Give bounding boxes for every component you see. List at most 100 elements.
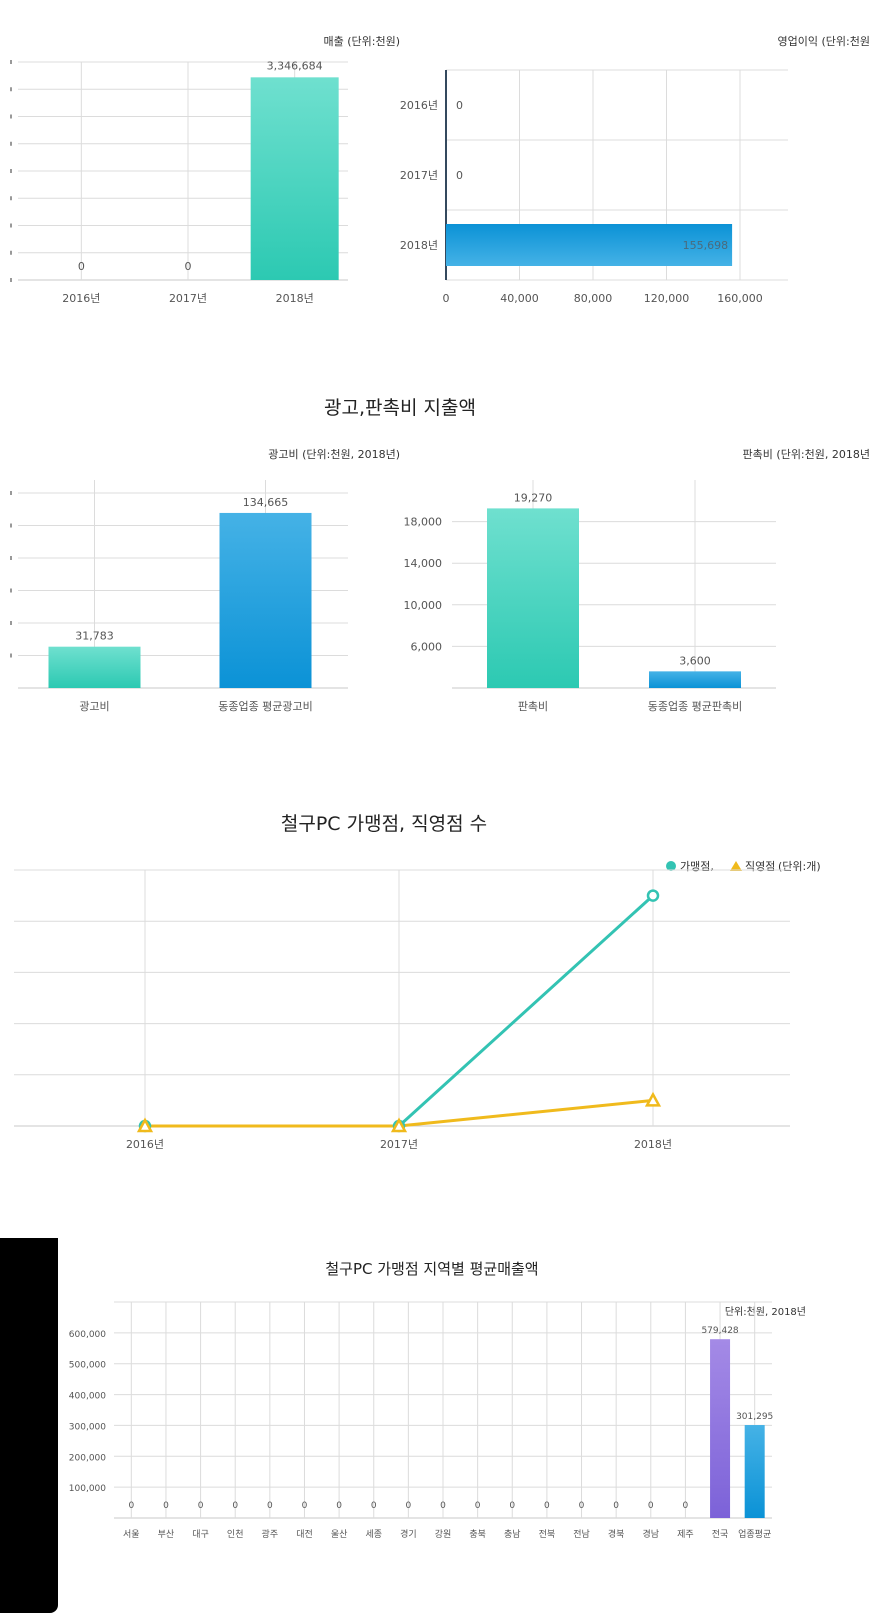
legend-franchise-label: 가맹점,	[680, 860, 714, 873]
legend-unit-label: (단위:개)	[778, 860, 821, 873]
promo-cost-ytick-label: 6,000	[411, 640, 443, 653]
section-title-store-count: 철구PC 가맹점, 직영점 수	[281, 813, 487, 835]
regional-value-label: 0	[371, 1501, 377, 1511]
regional-xtick-label: 대구	[192, 1529, 209, 1540]
promo-cost-bar	[649, 671, 741, 688]
regional-value-label: 0	[406, 1501, 412, 1511]
store-count-xtick-label: 2016년	[126, 1138, 164, 1151]
direct-point	[136, 1117, 154, 1133]
regional-ytick-label: 300,000	[69, 1422, 106, 1432]
chart-title-operating-profit: 영업이익 (단위:천원	[778, 34, 870, 48]
sales-xtick-label: 2017년	[169, 292, 207, 305]
regional-value-label: 0	[475, 1501, 481, 1511]
regional-value-label: 0	[302, 1501, 308, 1511]
regional-value-label: 0	[440, 1501, 446, 1511]
op-profit-xtick-label: 160,000	[717, 292, 763, 305]
regional-xtick-label: 전국	[712, 1529, 729, 1540]
op-profit-value-label: 0	[456, 99, 463, 112]
direct-point	[390, 1117, 408, 1133]
sales-ytick-mark	[10, 114, 12, 119]
promo-cost-value-label: 3,600	[679, 654, 711, 667]
regional-value-label: 579,428	[701, 1326, 738, 1336]
op-profit-ytick-label: 2018년	[400, 239, 438, 252]
legend-direct-label: 직영점	[745, 860, 775, 873]
ad-cost-ytick-mark	[10, 588, 12, 593]
regional-value-label: 0	[613, 1501, 619, 1511]
regional-xtick-label: 경북	[608, 1528, 625, 1540]
regional-xtick-label: 전남	[573, 1529, 590, 1540]
regional-value-label: 0	[544, 1501, 550, 1511]
regional-xtick-label: 충북	[469, 1529, 486, 1540]
legend-direct-marker	[730, 861, 742, 871]
regional-ytick-label: 100,000	[69, 1484, 106, 1494]
regional-ytick-label: 500,000	[69, 1361, 106, 1371]
regional-xtick-label: 충남	[504, 1529, 521, 1540]
regional-bar	[710, 1339, 731, 1518]
sales-ytick-mark	[10, 169, 12, 173]
ad-cost-value-label: 31,783	[75, 630, 114, 643]
store-count-xtick-label: 2017년	[380, 1138, 418, 1151]
sales-ytick-mark	[10, 141, 12, 146]
regional-value-label: 0	[648, 1501, 654, 1511]
promo-cost-xtick-label: 동종업종 평균판촉비	[648, 700, 743, 713]
sales-ytick-mark	[10, 87, 12, 92]
chart-unit-regional-sales: 단위:천원, 2018년	[725, 1305, 806, 1318]
regional-value-label: 0	[232, 1501, 238, 1511]
section-title-ad-spend: 광고,판촉비 지출액	[324, 397, 476, 419]
regional-xtick-label: 강원	[435, 1529, 452, 1540]
sales-ytick-mark	[10, 223, 12, 228]
regional-xtick-label: 대전	[296, 1529, 313, 1540]
legend-franchise-marker	[666, 861, 676, 871]
sales-value-label: 3,346,684	[267, 59, 323, 72]
ad-cost-bar	[48, 646, 141, 688]
sales-ytick-mark	[10, 60, 12, 64]
regional-value-label: 301,295	[736, 1412, 773, 1422]
sales-value-label: 0	[78, 260, 85, 273]
ad-cost-ytick-mark	[10, 556, 12, 560]
franchise-point	[646, 889, 660, 902]
op-profit-value-label: 155,698	[683, 239, 729, 252]
regional-value-label: 0	[198, 1501, 204, 1511]
regional-value-label: 0	[509, 1501, 515, 1511]
ad-cost-xtick-label: 광고비	[79, 700, 109, 713]
regional-xtick-label: 경기	[400, 1528, 417, 1540]
ad-cost-ytick-mark	[10, 653, 12, 658]
regional-value-label: 0	[163, 1501, 169, 1511]
chart-title-regional-sales: 철구PC 가맹점 지역별 평균매출액	[325, 1260, 538, 1278]
sales-bar	[250, 77, 339, 280]
sales-xtick-label: 2018년	[276, 292, 314, 305]
promo-cost-ytick-label: 10,000	[404, 599, 443, 612]
chart-title-ad-cost: 광고비 (단위:천원, 2018년)	[268, 447, 400, 461]
line-chart-legend: 가맹점, 직영점 (단위:개)	[666, 860, 821, 873]
ad-cost-value-label: 134,665	[243, 496, 289, 509]
store-count-xtick-label: 2018년	[634, 1138, 672, 1151]
regional-xtick-label: 광주	[262, 1528, 279, 1540]
promo-cost-ytick-label: 18,000	[404, 516, 443, 529]
direct-point	[644, 1091, 662, 1107]
regional-ytick-label: 400,000	[69, 1392, 106, 1402]
regional-xtick-label: 세종	[365, 1529, 382, 1540]
regional-bar	[744, 1425, 765, 1518]
regional-xtick-label: 서울	[123, 1529, 140, 1540]
regional-value-label: 0	[267, 1501, 273, 1511]
op-profit-ytick-label: 2017년	[400, 169, 438, 182]
op-profit-xtick-label: 80,000	[574, 292, 613, 305]
regional-value-label: 0	[128, 1501, 134, 1511]
sales-ytick-mark	[10, 250, 12, 255]
ad-cost-ytick-mark	[10, 491, 12, 495]
sales-ytick-mark	[10, 196, 12, 201]
ad-cost-bar	[219, 512, 312, 688]
regional-ytick-label: 600,000	[69, 1330, 106, 1340]
sales-value-label: 0	[185, 260, 192, 273]
promo-cost-ytick-label: 14,000	[404, 557, 443, 570]
regional-value-label: 0	[579, 1501, 585, 1511]
promo-cost-bar	[487, 508, 579, 688]
op-profit-ytick-label: 2016년	[400, 99, 438, 112]
regional-xtick-label: 경남	[643, 1528, 660, 1540]
chart-title-sales: 매출 (단위:천원)	[323, 34, 400, 48]
chart-title-promo-cost: 판촉비 (단위:천원, 2018년	[743, 447, 870, 461]
ad-cost-ytick-mark	[10, 523, 12, 528]
regional-xtick-label: 업종평균	[738, 1529, 771, 1540]
regional-xtick-label: 울산	[331, 1529, 348, 1540]
